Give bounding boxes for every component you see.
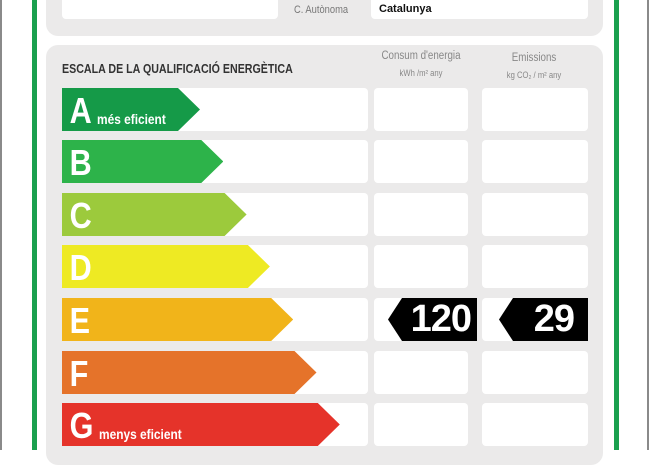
energy-column-header: Consum d'energia [381, 50, 461, 62]
class-letter: E [69, 300, 91, 341]
energy-cell-g [374, 403, 468, 446]
class-arrow-a: A més eficient [62, 88, 200, 131]
emissions-column-header: Emissions [511, 52, 557, 64]
emissions-cell-d [482, 245, 588, 288]
green-frame-left [32, 0, 37, 450]
energy-column-unit: kWh /m² any [399, 68, 443, 78]
region-value: Catalunya [379, 3, 432, 15]
region-field [371, 0, 588, 19]
class-arrow-e: E [62, 298, 294, 341]
green-frame-right [614, 0, 619, 450]
energy-cell-d [374, 245, 468, 288]
class-letter: B [69, 142, 92, 183]
emissions-cell-g [482, 403, 588, 446]
emissions-rating-value: 29 [499, 298, 588, 341]
class-arrow-f: F [62, 351, 317, 394]
energy-rating-value: 120 [388, 298, 477, 341]
energy-cell-c [374, 193, 468, 236]
energy-cell-b [374, 140, 468, 183]
class-letter: D [69, 247, 92, 288]
class-arrow-b: B [62, 140, 224, 183]
class-note: més eficient [97, 111, 166, 127]
class-note: menys eficient [99, 426, 182, 442]
emissions-column-unit: kg CO₂ / m² any [506, 70, 562, 80]
class-letter: F [69, 353, 89, 394]
emissions-cell-a [482, 88, 588, 131]
emissions-cell-c [482, 193, 588, 236]
region-label: C. Autònoma [294, 4, 349, 16]
class-letter: A [69, 90, 92, 131]
emissions-cell-f [482, 351, 588, 394]
class-letter: C [69, 195, 92, 236]
energy-cell-f [374, 351, 468, 394]
scale-title: ESCALA DE LA QUALIFICACIÓ ENERGÈTICA [62, 61, 293, 76]
class-letter: G [69, 405, 94, 446]
empty-field [62, 0, 278, 19]
class-arrow-d: D [62, 245, 270, 288]
energy-cell-a [374, 88, 468, 131]
class-arrow-g: G menys eficient [62, 403, 340, 446]
page-border-left [0, 0, 2, 450]
emissions-cell-b [482, 140, 588, 183]
page-border-right [647, 0, 649, 450]
class-arrow-c: C [62, 193, 247, 236]
